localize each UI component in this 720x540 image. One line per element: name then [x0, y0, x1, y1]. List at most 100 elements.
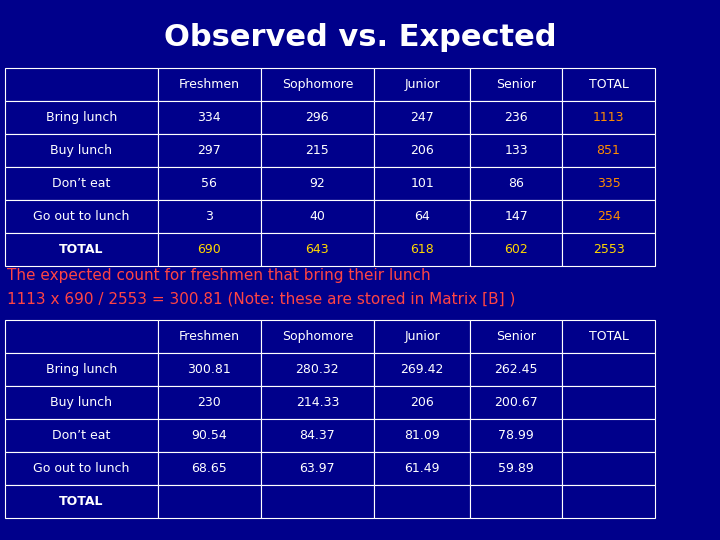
Text: Go out to lunch: Go out to lunch: [33, 462, 130, 475]
Text: Freshmen: Freshmen: [179, 78, 240, 91]
Bar: [374, 353, 470, 386]
Text: 81.09: 81.09: [404, 429, 440, 442]
Bar: [470, 167, 562, 200]
Text: TOTAL: TOTAL: [59, 495, 104, 508]
Text: 68.65: 68.65: [192, 462, 227, 475]
Bar: [5, 452, 158, 485]
Text: 59.89: 59.89: [498, 462, 534, 475]
Bar: [261, 353, 374, 386]
Text: 1113 x 690 / 2553 = 300.81 (Note: these are stored in Matrix [B] ): 1113 x 690 / 2553 = 300.81 (Note: these …: [7, 291, 516, 306]
Bar: [562, 353, 654, 386]
Text: 63.97: 63.97: [300, 462, 336, 475]
Text: The expected count for freshmen that bring their lunch: The expected count for freshmen that bri…: [7, 268, 431, 283]
Text: Sophomore: Sophomore: [282, 330, 353, 343]
Bar: [470, 353, 562, 386]
Text: 247: 247: [410, 111, 434, 124]
Bar: [374, 68, 470, 101]
Bar: [374, 200, 470, 233]
Text: TOTAL: TOTAL: [588, 78, 629, 91]
Text: Senior: Senior: [496, 78, 536, 91]
Bar: [374, 233, 470, 266]
Bar: [562, 134, 654, 167]
Text: Junior: Junior: [405, 330, 440, 343]
Bar: [261, 167, 374, 200]
Text: 86: 86: [508, 177, 524, 190]
Text: Sophomore: Sophomore: [282, 78, 353, 91]
Text: 1113: 1113: [593, 111, 624, 124]
Bar: [374, 101, 470, 134]
Text: Freshmen: Freshmen: [179, 330, 240, 343]
Bar: [158, 419, 261, 452]
Bar: [261, 233, 374, 266]
Text: 206: 206: [410, 396, 434, 409]
Bar: [158, 320, 261, 353]
Bar: [261, 386, 374, 419]
Bar: [5, 320, 158, 353]
Text: 300.81: 300.81: [187, 363, 231, 376]
Text: 643: 643: [305, 243, 329, 256]
Bar: [470, 233, 562, 266]
Text: TOTAL: TOTAL: [59, 243, 104, 256]
Bar: [158, 167, 261, 200]
Bar: [562, 68, 654, 101]
Bar: [470, 419, 562, 452]
Bar: [470, 200, 562, 233]
Bar: [562, 419, 654, 452]
Bar: [562, 386, 654, 419]
Bar: [470, 320, 562, 353]
Bar: [158, 101, 261, 134]
Bar: [562, 101, 654, 134]
Text: 230: 230: [197, 396, 221, 409]
Text: 236: 236: [505, 111, 528, 124]
Bar: [5, 134, 158, 167]
Text: 618: 618: [410, 243, 434, 256]
Text: 206: 206: [410, 144, 434, 157]
Text: Go out to lunch: Go out to lunch: [33, 210, 130, 223]
Text: Buy lunch: Buy lunch: [50, 144, 112, 157]
Bar: [374, 386, 470, 419]
Text: 101: 101: [410, 177, 434, 190]
Text: 215: 215: [305, 144, 329, 157]
Bar: [261, 68, 374, 101]
Bar: [5, 233, 158, 266]
Bar: [374, 134, 470, 167]
Bar: [261, 101, 374, 134]
Bar: [374, 320, 470, 353]
Text: 90.54: 90.54: [192, 429, 227, 442]
Bar: [158, 452, 261, 485]
Bar: [5, 68, 158, 101]
Bar: [261, 200, 374, 233]
Bar: [470, 386, 562, 419]
Bar: [158, 386, 261, 419]
Text: 92: 92: [310, 177, 325, 190]
Bar: [374, 485, 470, 518]
Bar: [5, 353, 158, 386]
Bar: [470, 485, 562, 518]
Text: 602: 602: [504, 243, 528, 256]
Text: Junior: Junior: [405, 78, 440, 91]
Text: 2553: 2553: [593, 243, 624, 256]
Bar: [158, 200, 261, 233]
Bar: [374, 167, 470, 200]
Bar: [5, 200, 158, 233]
Bar: [5, 386, 158, 419]
Text: TOTAL: TOTAL: [588, 330, 629, 343]
Text: Observed vs. Expected: Observed vs. Expected: [163, 24, 557, 52]
Text: 133: 133: [505, 144, 528, 157]
Bar: [261, 320, 374, 353]
Bar: [470, 68, 562, 101]
Text: Buy lunch: Buy lunch: [50, 396, 112, 409]
Bar: [158, 485, 261, 518]
Bar: [5, 485, 158, 518]
Bar: [562, 320, 654, 353]
Text: Don’t eat: Don’t eat: [52, 429, 110, 442]
Text: Senior: Senior: [496, 330, 536, 343]
Bar: [374, 419, 470, 452]
Bar: [374, 452, 470, 485]
Bar: [470, 134, 562, 167]
Bar: [5, 101, 158, 134]
Text: 147: 147: [504, 210, 528, 223]
Bar: [261, 419, 374, 452]
Bar: [158, 134, 261, 167]
Text: 78.99: 78.99: [498, 429, 534, 442]
